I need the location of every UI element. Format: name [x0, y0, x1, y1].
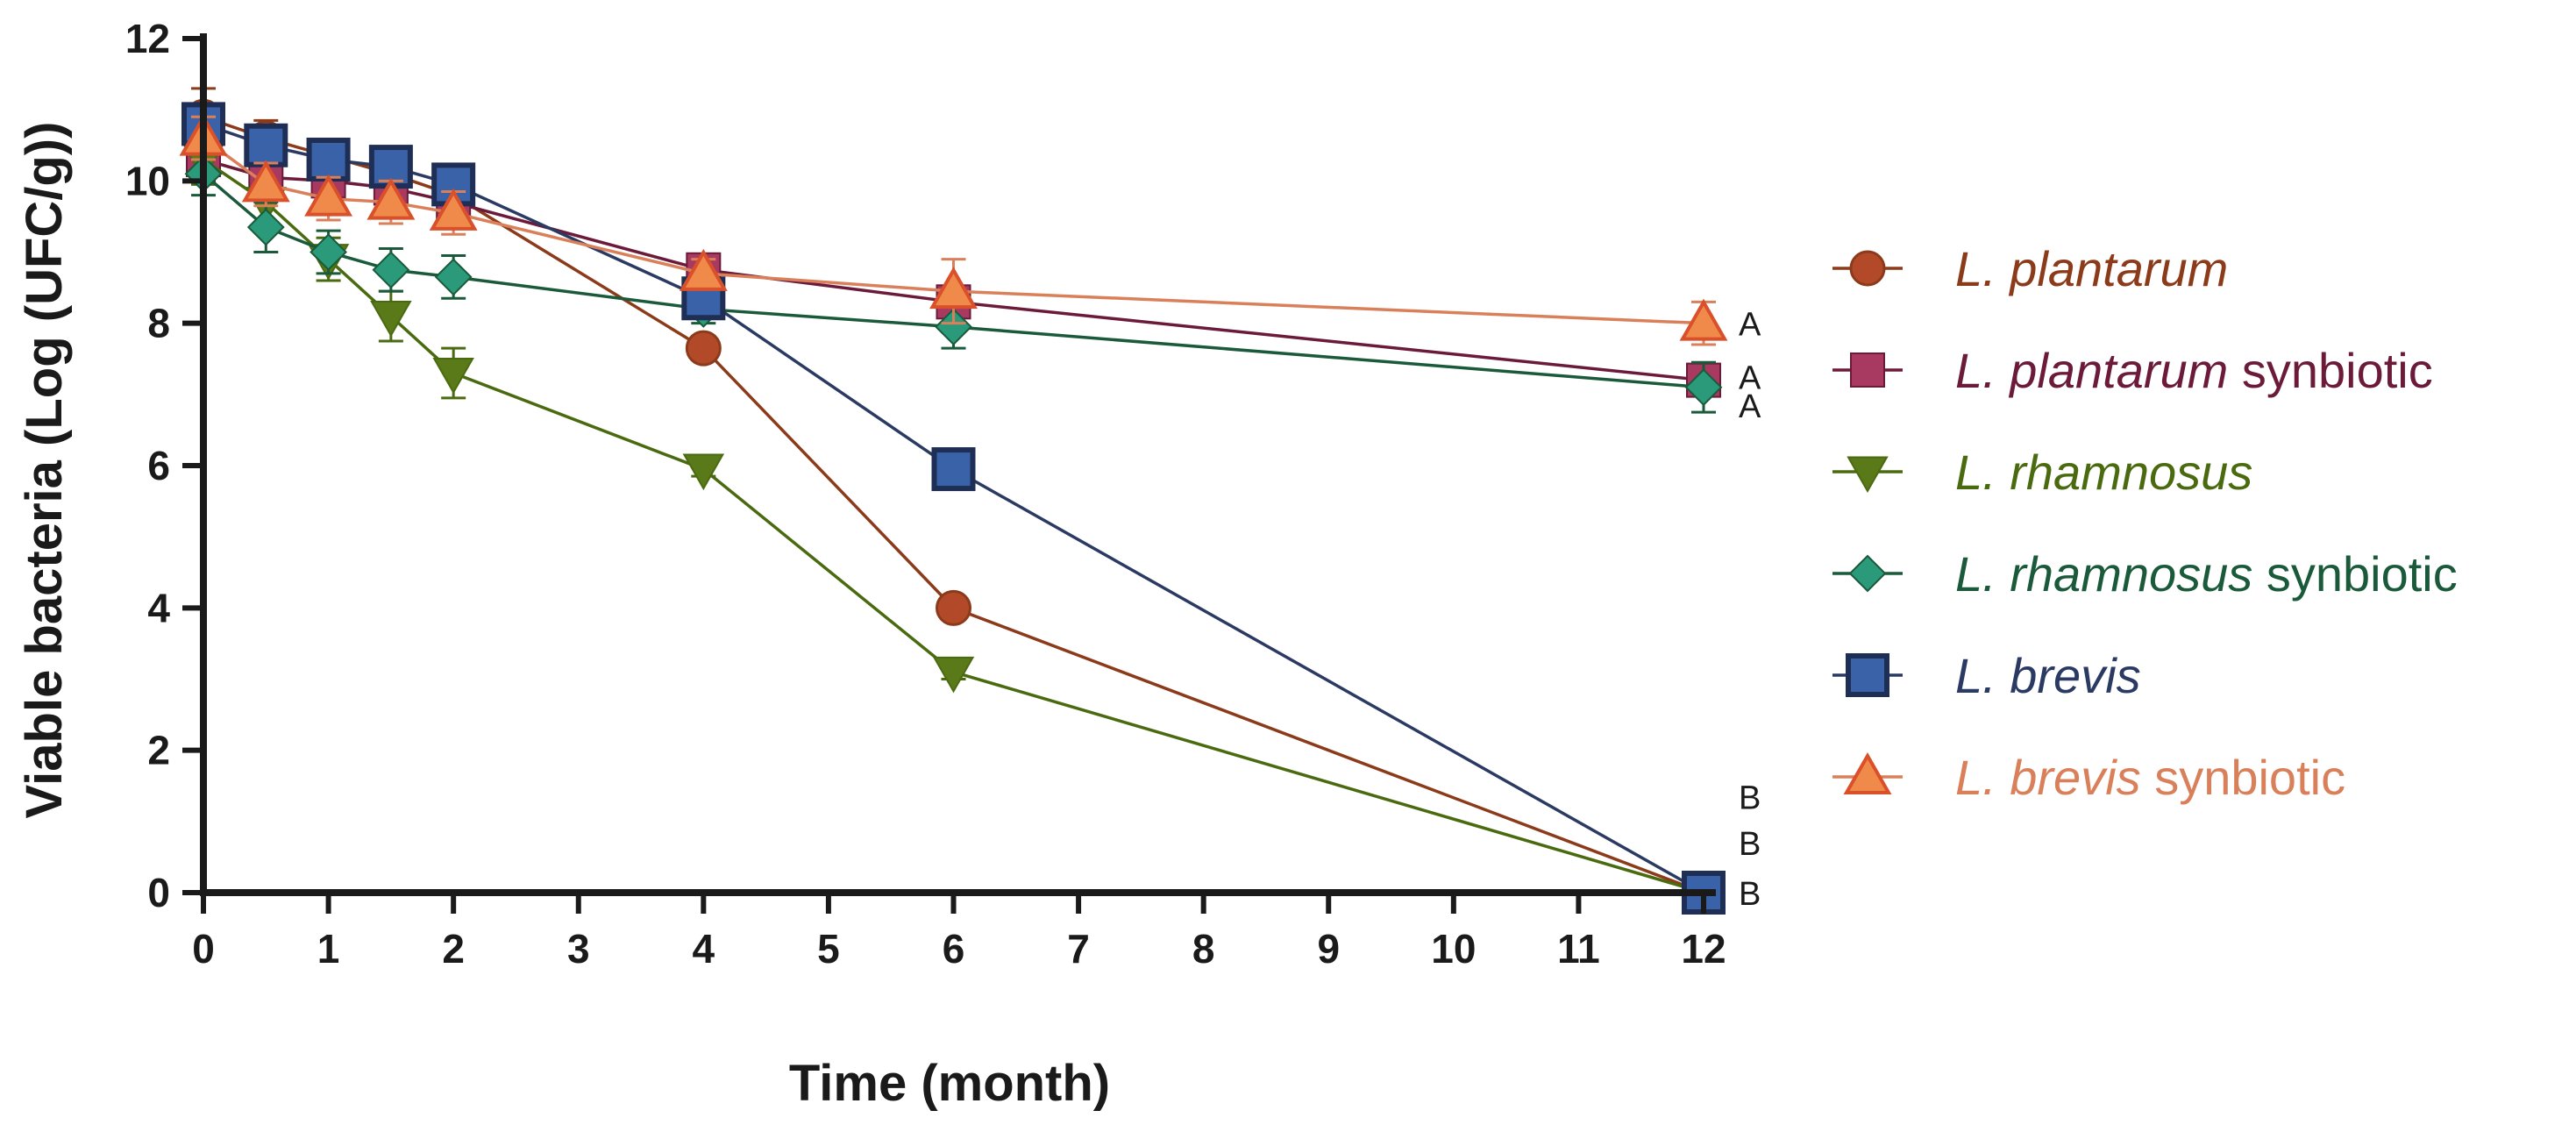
significance-label: B	[1739, 876, 1761, 913]
y-tick-label: 8	[147, 301, 170, 346]
x-tick-label: 3	[567, 926, 590, 972]
legend-label-species: L. rhamnosus	[1955, 546, 2252, 602]
series-line	[203, 115, 1704, 894]
significance-label: A	[1739, 307, 1761, 344]
x-tick-label: 8	[1192, 926, 1215, 972]
legend-item: L. rhamnosus synbiotic	[1832, 546, 2458, 602]
data-point	[1684, 368, 1723, 407]
legend-marker	[1848, 554, 1887, 593]
data-point	[432, 357, 474, 395]
data-point	[936, 589, 971, 626]
legend-label: L. rhamnosus	[1955, 445, 2252, 500]
x-tick-label: 7	[1067, 926, 1090, 972]
data-point	[685, 330, 722, 367]
data-point	[241, 160, 290, 203]
legend-label-species: L. brevis	[1955, 750, 2141, 805]
data-point	[679, 248, 728, 291]
series-2	[182, 133, 1725, 915]
series-4	[181, 102, 1726, 915]
legend-label-species: L. rhamnosus	[1955, 445, 2252, 500]
y-tick-label: 4	[147, 585, 170, 630]
data-point	[372, 251, 410, 289]
data-point	[244, 123, 288, 167]
y-tick-label: 0	[147, 870, 170, 915]
legend-item: L. brevis	[1832, 648, 2141, 703]
data-point	[1679, 298, 1728, 341]
legend-label-suffix: synbiotic	[2141, 750, 2345, 805]
x-tick-label: 1	[317, 926, 340, 972]
y-tick-label: 2	[147, 728, 170, 773]
data-point	[935, 308, 972, 346]
data-point	[434, 258, 473, 296]
x-tick-label: 5	[817, 926, 840, 972]
legend-marker	[1843, 751, 1892, 794]
y-axis-title-group: Viable bacteria (Log (UFC/g))	[16, 122, 73, 819]
x-axis-title: Time (month)	[789, 1055, 1110, 1112]
legend-label: L. plantarum synbiotic	[1955, 343, 2433, 398]
legend-marker	[1850, 352, 1885, 388]
data-point	[370, 301, 412, 338]
x-tick-label: 0	[192, 926, 215, 972]
legend-label: L. brevis synbiotic	[1955, 750, 2345, 805]
legend-label: L. brevis	[1955, 648, 2141, 703]
significance-label: B	[1739, 826, 1761, 863]
data-point	[429, 188, 478, 231]
data-point	[306, 137, 351, 182]
y-tick-label: 10	[125, 158, 170, 203]
significance-label: A	[1739, 388, 1761, 425]
legend-label: L. plantarum	[1955, 241, 2228, 296]
legend-label-species: L. brevis	[1955, 648, 2141, 703]
data-point	[931, 447, 976, 492]
y-tick-label: 6	[147, 443, 170, 488]
legend-marker	[1846, 653, 1889, 697]
x-tick-label: 4	[693, 926, 715, 972]
x-tick-label: 12	[1681, 926, 1726, 972]
data-point	[929, 267, 978, 310]
y-axis-title: Viable bacteria (Log (UFC/g))	[16, 122, 73, 819]
data-point	[304, 174, 353, 217]
x-tick-label: 11	[1557, 926, 1600, 972]
y-tick-label: 12	[125, 16, 170, 61]
data-point	[246, 208, 285, 246]
legend-item: L. plantarum synbiotic	[1832, 343, 2433, 398]
x-tick-label: 9	[1317, 926, 1340, 972]
legend-label-suffix: synbiotic	[2252, 546, 2457, 602]
data-point	[932, 656, 975, 694]
series-line	[203, 122, 1704, 894]
legend-item: L. rhamnosus	[1832, 445, 2252, 500]
legend-item: L. brevis synbiotic	[1832, 750, 2345, 805]
series-line	[203, 158, 1704, 894]
significance-label: A	[1739, 360, 1761, 397]
x-tick-label: 2	[442, 926, 465, 972]
legend-item: L. plantarum	[1832, 241, 2228, 296]
data-point	[310, 233, 347, 271]
data-point	[366, 177, 416, 220]
legend-marker	[1847, 456, 1889, 494]
series-5	[179, 113, 1728, 346]
series-0	[185, 87, 1722, 911]
legend-label-species: L. plantarum	[1955, 343, 2228, 398]
x-tick-label: 6	[943, 926, 965, 972]
data-point	[682, 453, 725, 491]
x-tick-label: 10	[1431, 926, 1476, 972]
legend-label-suffix: synbiotic	[2228, 343, 2432, 398]
legend-label-species: L. plantarum	[1955, 241, 2228, 296]
legend-marker	[1849, 250, 1886, 287]
legend-label: L. rhamnosus synbiotic	[1955, 546, 2458, 602]
significance-label: B	[1739, 780, 1761, 816]
